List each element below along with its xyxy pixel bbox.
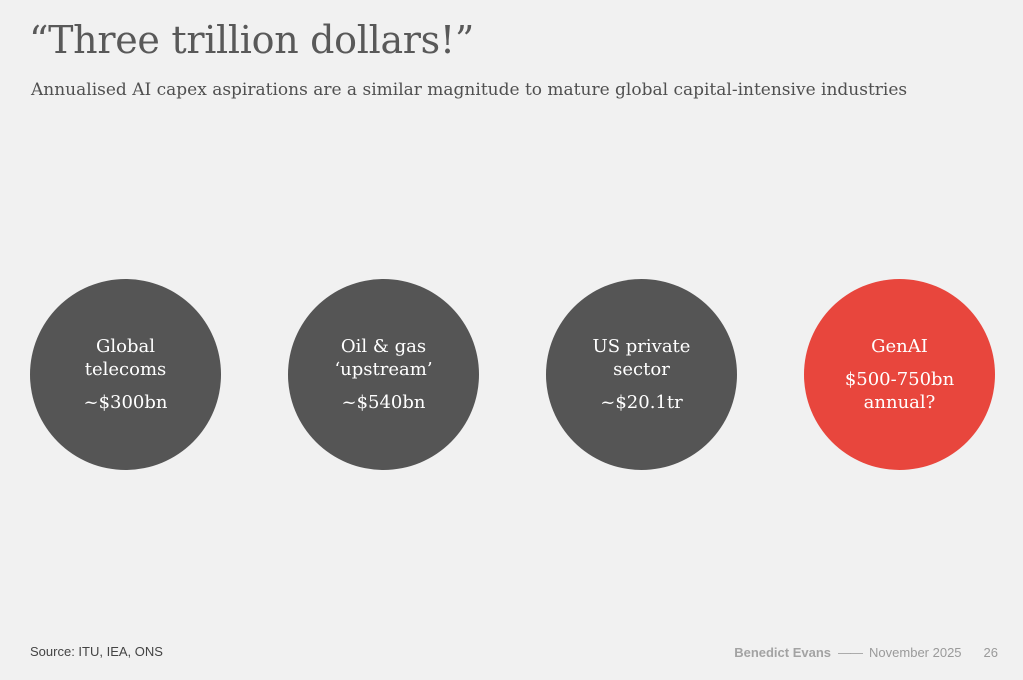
circle-label-line2: telecoms xyxy=(84,359,167,380)
circle-global-telecoms: Global telecoms ~$300bn xyxy=(30,279,221,470)
author-name: Benedict Evans xyxy=(734,645,832,660)
circle-value: ~$20.1tr xyxy=(600,392,683,413)
slide-subtitle: Annualised AI capex aspirations are a si… xyxy=(31,80,908,100)
circle-label-line1: US private xyxy=(592,336,691,357)
circle-label-line1: GenAI xyxy=(871,336,928,357)
circle-oil-gas-upstream: Oil & gas ‘upstream’ ~$540bn xyxy=(288,279,479,470)
circle-label-line2: sector xyxy=(613,359,670,380)
slide-footer: Benedict Evans —— November 2025 26 xyxy=(734,645,998,660)
circle-value: ~$300bn xyxy=(83,392,168,413)
circle-value: $500-750bn xyxy=(844,369,955,390)
circle-label-line1: Oil & gas xyxy=(340,336,427,357)
slide-title: “Three trillion dollars!” xyxy=(29,18,474,62)
circle-value-line2: annual? xyxy=(863,392,936,413)
circle-label-line1: Global xyxy=(96,336,155,357)
circle-genai: GenAI $500-750bn annual? xyxy=(804,279,995,470)
circle-label-line2: ‘upstream’ xyxy=(334,359,433,380)
circle-value: ~$540bn xyxy=(341,392,426,413)
footer-date: November 2025 xyxy=(869,645,962,660)
source-note: Source: ITU, IEA, ONS xyxy=(30,644,163,659)
industry-comparison-circles: Global telecoms ~$300bn Oil & gas ‘upstr… xyxy=(0,279,1023,470)
footer-separator: —— xyxy=(838,645,863,660)
circle-us-private-sector: US private sector ~$20.1tr xyxy=(546,279,737,470)
page-number: 26 xyxy=(983,645,998,660)
